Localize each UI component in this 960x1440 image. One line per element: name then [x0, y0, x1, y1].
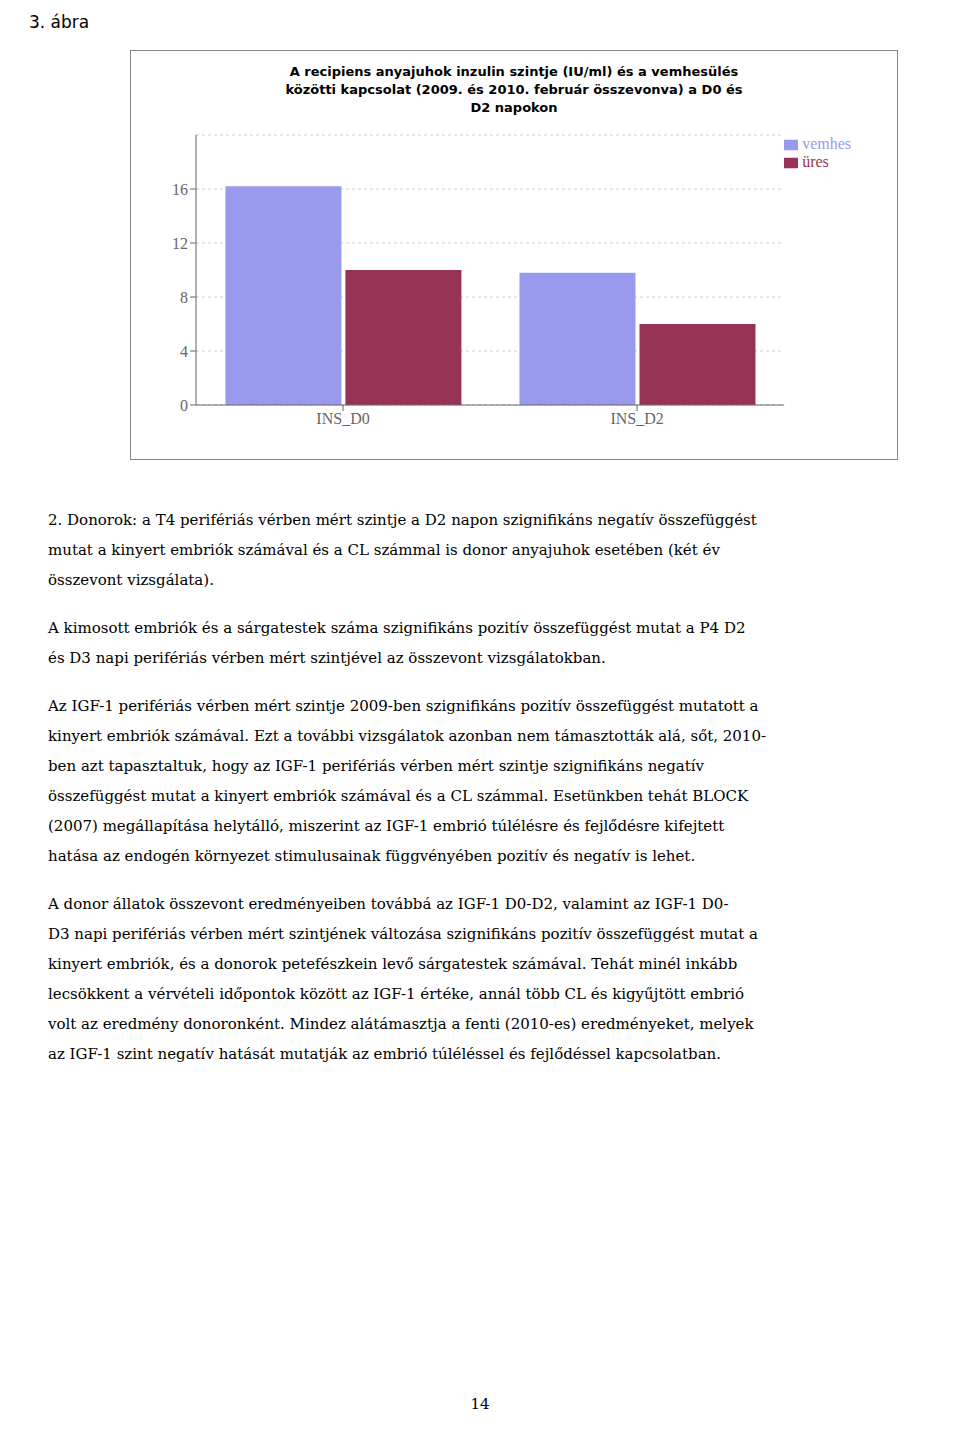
html-text:(2007) megállapítása helytálló: (2007) megállapítása helytálló, miszerin…: [48, 817, 725, 835]
html-text:Az IGF-1 perifériás vérben mér: Az IGF-1 perifériás vérben mért szintje …: [48, 697, 759, 715]
html-text:3. ábra: 3. ábra: [29, 12, 90, 32]
html-text:D3 napi perifériás vérben mért: D3 napi perifériás vérben mért szintjéne…: [48, 925, 758, 943]
html-text:2. Donorok: a T4 perifériás vé: 2. Donorok: a T4 perifériás vérben mért …: [48, 511, 757, 529]
html-text:A donor állatok összevont ered: A donor állatok összevont eredményeiben …: [48, 895, 729, 913]
html-text:A kimosott embriók és a sárgat: A kimosott embriók és a sárgatestek szám…: [48, 619, 746, 637]
html-text:az IGF-1 szint negatív hatását: az IGF-1 szint negatív hatását mutatják …: [48, 1045, 721, 1063]
svg-text:4: 4: [180, 343, 188, 360]
svg-text:INS_D0: INS_D0: [316, 410, 369, 427]
html-text:lecsökkent a vérvételi időpont: lecsökkent a vérvételi időpontok között …: [48, 985, 744, 1003]
html-text:mutat a kinyert embriók számáv: mutat a kinyert embriók számával és a CL…: [48, 541, 720, 559]
html-text:volt az eredmény donoronként.: volt az eredmény donoronként. Mindez alá…: [48, 1015, 754, 1033]
html-text:közötti kapcsolat (2009. és 20: közötti kapcsolat (2009. és 2010. februá…: [285, 82, 743, 97]
html-text:összefüggést mutat a kinyert e: összefüggést mutat a kinyert embriók szá…: [48, 787, 749, 805]
svg-text:8: 8: [180, 289, 188, 306]
html-text:összevont vizsgálata).: összevont vizsgálata).: [48, 571, 214, 589]
svg-text:16: 16: [172, 181, 188, 198]
html-text:14: 14: [470, 1395, 490, 1413]
svg-text:12: 12: [172, 235, 188, 252]
html-text:hatása az endogén környezet st: hatása az endogén környezet stimulusaina…: [48, 847, 696, 865]
html-text:vemhes: vemhes: [802, 135, 851, 152]
html-text:D2 napokon: D2 napokon: [470, 100, 558, 115]
html-text:A recipiens anyajuhok inzulin: A recipiens anyajuhok inzulin szintje (I…: [289, 64, 739, 79]
svg-text:INS_D2: INS_D2: [610, 410, 663, 427]
svg-text:0: 0: [180, 397, 188, 414]
html-text:ben azt tapasztaltuk, hogy az: ben azt tapasztaltuk, hogy az IGF-1 peri…: [48, 757, 705, 775]
html-text:és D3 napi perifériás vérben m: és D3 napi perifériás vérben mért szintj…: [48, 649, 606, 667]
html-text:üres: üres: [802, 153, 829, 170]
html-text:kinyert embriók, és a donorok: kinyert embriók, és a donorok petefészke…: [48, 955, 738, 973]
html-text:kinyert embriók számával. Ezt: kinyert embriók számával. Ezt a további …: [48, 727, 766, 745]
